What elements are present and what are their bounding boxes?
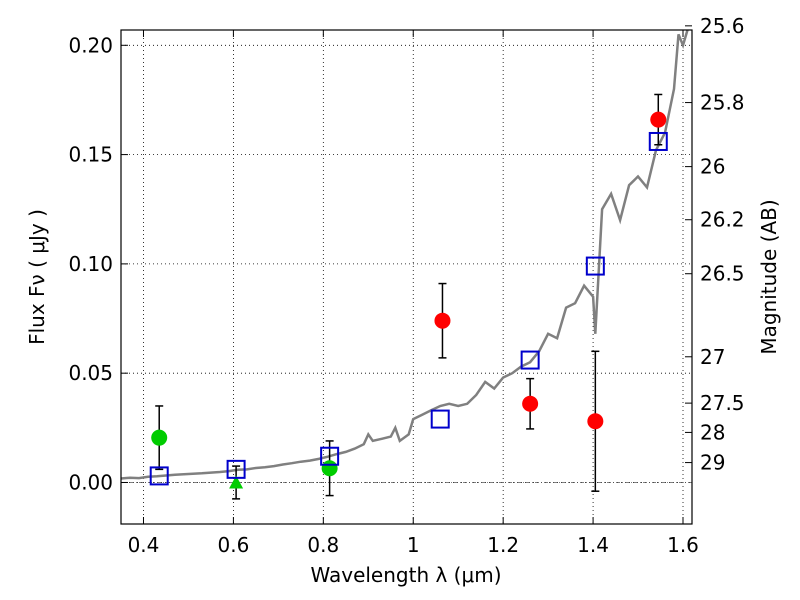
magnitude-tick-label: 26	[700, 155, 725, 179]
y-tick-label: 0.20	[68, 33, 113, 57]
magnitude-tick-label: 27	[700, 345, 725, 369]
x-axis-label: Wavelength λ (μm)	[310, 563, 501, 587]
data-point-circle	[522, 395, 539, 412]
data-markers-layer	[149, 111, 668, 489]
model-point-square	[320, 446, 340, 466]
model-point-square	[585, 256, 605, 276]
model-point-square	[226, 459, 246, 479]
model-point-square	[430, 409, 450, 429]
model-point-square	[149, 466, 169, 486]
data-point-circle	[587, 413, 604, 430]
data-point-circle	[321, 460, 338, 477]
magnitude-axis-label: Magnitude (AB)	[757, 199, 781, 354]
model-point-square	[648, 131, 668, 151]
x-tick-label: 1.4	[577, 533, 609, 557]
data-point-circle	[434, 312, 451, 329]
magnitude-tick-label: 25.8	[700, 91, 745, 115]
x-tick-label: 0.8	[307, 533, 339, 557]
axis-ticks	[121, 25, 692, 524]
data-point-circle	[151, 429, 168, 446]
magnitude-tick-label: 27.5	[700, 391, 745, 415]
y-tick-label: 0.05	[68, 361, 113, 385]
y-tick-label: 0.10	[68, 252, 113, 276]
x-tick-label: 1	[407, 533, 420, 557]
x-tick-label: 1.6	[667, 533, 699, 557]
magnitude-tick-label: 25.6	[700, 14, 745, 38]
y-tick-label: 0.15	[68, 143, 113, 167]
x-tick-label: 1.2	[487, 533, 519, 557]
data-point-circle	[650, 111, 667, 128]
grid-lines	[121, 30, 692, 524]
magnitude-tick-label: 29	[700, 451, 725, 475]
y-tick-labels: 0.00 0.05 0.10 0.15 0.20	[68, 33, 113, 494]
error-bars-layer	[155, 93, 663, 500]
model-point-square	[520, 350, 540, 370]
magnitude-tick-label: 26.5	[700, 262, 745, 286]
magnitude-tick-labels: 25.6 25.8 26 26.2 26.5 27 27.5 28 29	[700, 14, 745, 475]
y-axis-label: Flux Fν ( μJy )	[25, 209, 49, 345]
plot-frame	[120, 29, 693, 525]
data-point-triangle	[229, 475, 244, 489]
model-spectrum-line	[120, 29, 689, 480]
magnitude-tick-label: 28	[700, 420, 725, 444]
y-tick-label: 0.00	[68, 470, 113, 494]
x-tick-label: 0.6	[217, 533, 249, 557]
x-tick-label: 0.4	[128, 533, 160, 557]
magnitude-tick-label: 26.2	[700, 208, 745, 232]
model-spectrum-layer	[120, 29, 689, 480]
x-tick-labels: 0.4 0.6 0.8 1 1.2 1.4 1.6	[128, 533, 699, 557]
